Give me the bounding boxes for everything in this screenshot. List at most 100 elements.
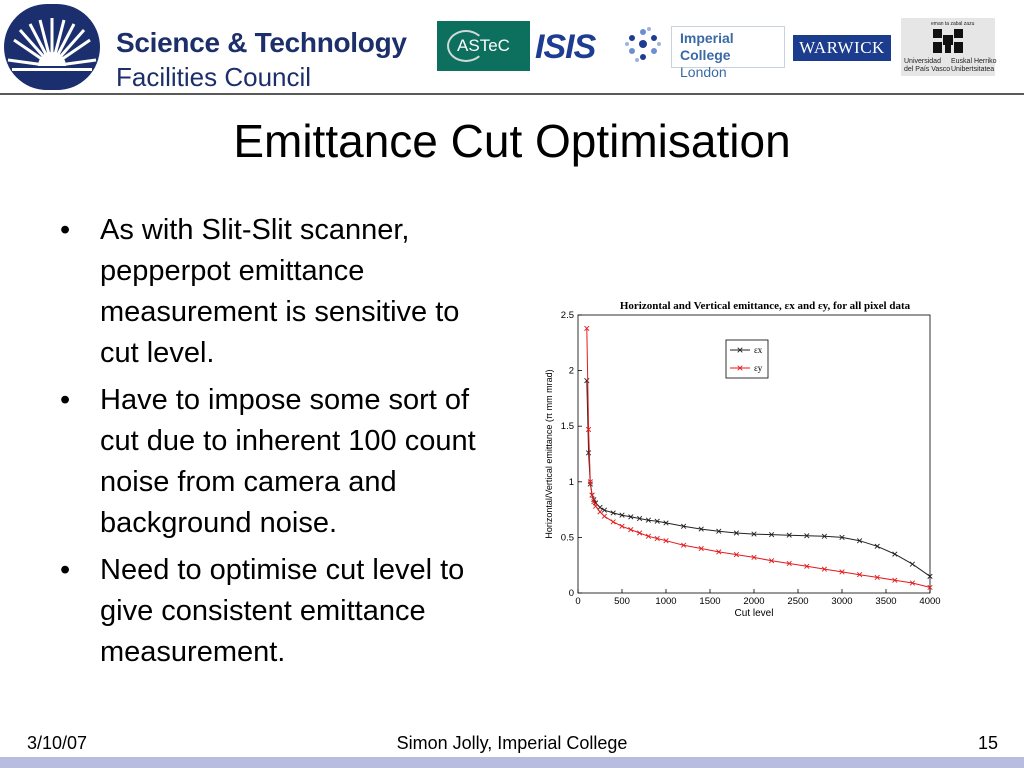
warwick-logo: WARWICK <box>793 35 891 61</box>
data-point <box>584 325 590 331</box>
upv-right-line1: Euskal Herriko <box>951 58 997 65</box>
series-line <box>586 380 931 577</box>
y-tick-label: 0.5 <box>561 532 574 543</box>
x-tick-label: 2500 <box>787 596 808 607</box>
upv-right-line2: Unibertsitatea <box>951 66 995 73</box>
data-point <box>856 572 863 578</box>
data-point <box>737 347 743 353</box>
footer-page-number: 15 <box>978 733 999 753</box>
upv-left-line1: Universidad <box>904 58 941 65</box>
data-point <box>591 496 597 503</box>
data-point <box>737 365 743 371</box>
upv-motto: eman ta zabal zazu <box>931 21 975 27</box>
data-point <box>698 545 704 552</box>
data-point <box>610 510 616 516</box>
data-point <box>839 569 845 575</box>
data-point <box>786 560 792 567</box>
data-point <box>716 549 722 555</box>
bullet-dot: • <box>60 214 71 246</box>
data-point <box>587 479 593 485</box>
data-point <box>716 528 722 534</box>
data-point <box>592 503 599 509</box>
x-tick-label: 4000 <box>919 596 940 607</box>
data-point <box>786 532 792 538</box>
data-point <box>892 551 898 557</box>
data-point <box>645 517 652 523</box>
isis-logo: ISIS <box>535 22 665 70</box>
y-tick-label: 2 <box>569 366 574 377</box>
bullet-text: Need to optimise cut level to give consi… <box>100 554 465 668</box>
x-tick-label: 0 <box>575 596 580 607</box>
y-tick-labels: 0 0.5 1 1.5 2 2.5 <box>561 310 574 599</box>
data-point <box>663 520 669 526</box>
bullet-dot: • <box>60 554 71 586</box>
stfc-name-line1: Science & Technology <box>116 27 407 58</box>
y-axis-label: Horizontal/Vertical emittance (π mm mrad… <box>544 369 554 538</box>
bullet-dot: • <box>60 384 71 416</box>
data-point <box>768 558 775 564</box>
data-point <box>601 507 608 513</box>
bullet-item: • Have to impose some sort of cut due to … <box>56 380 506 544</box>
series-emittance-y <box>584 325 933 591</box>
data-point <box>874 543 880 549</box>
x-tick-label: 1000 <box>655 596 676 607</box>
data-point <box>628 526 634 533</box>
upv-tree-icon <box>933 29 963 53</box>
isis-label: ISIS <box>535 28 596 66</box>
footer-bar <box>0 757 1024 768</box>
data-point <box>597 504 603 510</box>
data-point <box>610 519 616 525</box>
data-point <box>585 450 592 456</box>
data-point <box>589 492 595 498</box>
x-tick-labels: 0 500 1000 1500 2000 2500 3000 3500 4000 <box>575 596 940 607</box>
legend-label: εy <box>754 363 763 373</box>
data-point <box>733 530 740 536</box>
stfc-name-line2: Facilities Council <box>116 62 312 92</box>
data-point <box>821 533 828 539</box>
imperial-line1: Imperial College <box>680 30 734 63</box>
data-point <box>601 513 608 519</box>
data-point <box>909 580 916 586</box>
data-point <box>909 561 916 567</box>
slide-header: Science & Technology Facilities Council … <box>0 0 1024 94</box>
header-divider <box>0 93 1024 95</box>
legend-label: εx <box>754 345 763 355</box>
data-point <box>892 577 898 583</box>
bullet-text: Have to impose some sort of cut due to i… <box>100 384 476 539</box>
isis-swirl-icon <box>625 27 661 62</box>
imperial-college-logo: Imperial College London <box>671 26 785 80</box>
x-tick-label: 2000 <box>743 596 764 607</box>
y-tick-label: 1.5 <box>561 421 574 432</box>
series-layer <box>584 325 933 591</box>
x-tick-label: 500 <box>614 596 630 607</box>
data-point <box>591 499 597 505</box>
data-point <box>663 538 669 544</box>
emittance-chart: Horizontal and Vertical emittance, εx an… <box>544 300 941 619</box>
data-point <box>585 426 592 433</box>
bullet-text: As with Slit-Slit scanner, pepperpot emi… <box>100 214 460 369</box>
data-point <box>927 573 933 579</box>
data-point <box>821 566 828 572</box>
data-point <box>804 563 810 569</box>
upv-logo: eman ta zabal zazu Universidad del País … <box>901 18 997 76</box>
stfc-sunburst-logo <box>4 4 100 90</box>
data-point <box>619 512 625 518</box>
data-point <box>680 523 687 529</box>
astec-logo: ASTeC <box>437 21 530 71</box>
chart-legend: εx εy <box>725 339 769 379</box>
chart-axes <box>577 314 931 594</box>
data-point <box>680 542 687 548</box>
data-point <box>654 518 660 524</box>
data-point <box>636 515 643 522</box>
data-point <box>628 514 634 520</box>
series-emittance-x <box>584 377 933 579</box>
data-point <box>654 535 660 542</box>
x-tick-label: 1500 <box>699 596 720 607</box>
data-point <box>927 584 933 591</box>
data-point <box>751 531 757 537</box>
x-tick-label: 3000 <box>831 596 852 607</box>
data-point <box>645 533 652 539</box>
data-point <box>698 526 704 532</box>
data-point <box>619 523 625 529</box>
data-point <box>584 377 590 384</box>
